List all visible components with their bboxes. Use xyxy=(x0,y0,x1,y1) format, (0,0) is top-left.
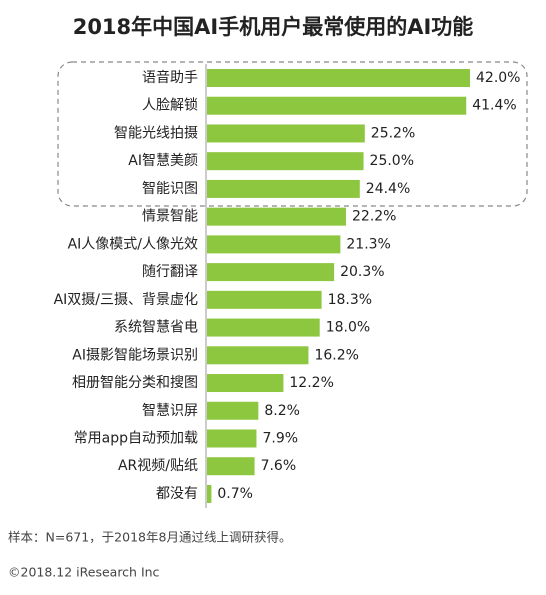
bar xyxy=(207,235,341,254)
value-label: 7.6% xyxy=(261,458,297,474)
bar xyxy=(207,124,365,143)
bar xyxy=(207,429,257,448)
category-label: 系统智慧省电 xyxy=(114,320,198,336)
value-label: 7.9% xyxy=(262,430,298,446)
category-label: 智慧识屏 xyxy=(142,403,198,419)
bar xyxy=(207,484,212,503)
value-label: 22.2% xyxy=(352,209,396,225)
category-label: 语音助手 xyxy=(142,69,198,86)
category-label: 智能识图 xyxy=(142,181,198,197)
value-label: 20.3% xyxy=(340,264,384,280)
value-label: 25.0% xyxy=(370,153,414,169)
value-label: 12.2% xyxy=(289,375,333,391)
bar xyxy=(207,263,335,282)
bar xyxy=(207,346,309,365)
category-label: 智能光线拍摄 xyxy=(114,125,198,141)
bar xyxy=(207,69,470,87)
value-label: 18.0% xyxy=(326,320,370,336)
bar xyxy=(207,96,467,115)
bar xyxy=(207,318,320,337)
bar xyxy=(207,179,360,198)
category-label: 相册智能分类和搜图 xyxy=(72,375,198,391)
category-label: 都没有 xyxy=(156,486,198,502)
category-label: AI人像模式/人像光效 xyxy=(68,236,198,252)
highlight-box xyxy=(57,61,528,207)
value-label: 8.2% xyxy=(264,403,300,419)
footnote: 样本：N=671，于2018年8月通过线上调研获得。 xyxy=(8,530,291,545)
category-label: AI双摄/三摄、背景虚化 xyxy=(54,292,198,308)
category-label: AR视频/贴纸 xyxy=(118,458,198,474)
category-label: 常用app自动预加载 xyxy=(74,430,198,446)
value-label: 16.2% xyxy=(314,347,358,363)
category-label: AI摄影智能场景识别 xyxy=(72,347,198,363)
chart-title: 2018年中国AI手机用户最常使用的AI功能 xyxy=(73,15,474,39)
bar xyxy=(207,457,255,476)
bar xyxy=(207,290,322,309)
value-label: 18.3% xyxy=(328,292,372,308)
value-label: 24.4% xyxy=(366,181,410,197)
bar xyxy=(207,401,259,420)
value-label: 21.3% xyxy=(346,236,390,252)
category-label: AI智慧美颜 xyxy=(128,153,198,169)
value-label: 42.0% xyxy=(476,70,520,86)
category-label: 随行翻译 xyxy=(142,264,198,280)
source: ©2018.12 iResearch Inc xyxy=(8,565,160,580)
value-label: 41.4% xyxy=(472,98,516,114)
bar xyxy=(207,207,347,226)
value-label: 0.7% xyxy=(217,486,253,502)
bar xyxy=(207,374,284,393)
bar xyxy=(207,152,364,171)
value-label: 25.2% xyxy=(371,125,415,141)
category-label: 人脸解锁 xyxy=(142,98,198,114)
category-label: 情景智能 xyxy=(142,209,198,225)
